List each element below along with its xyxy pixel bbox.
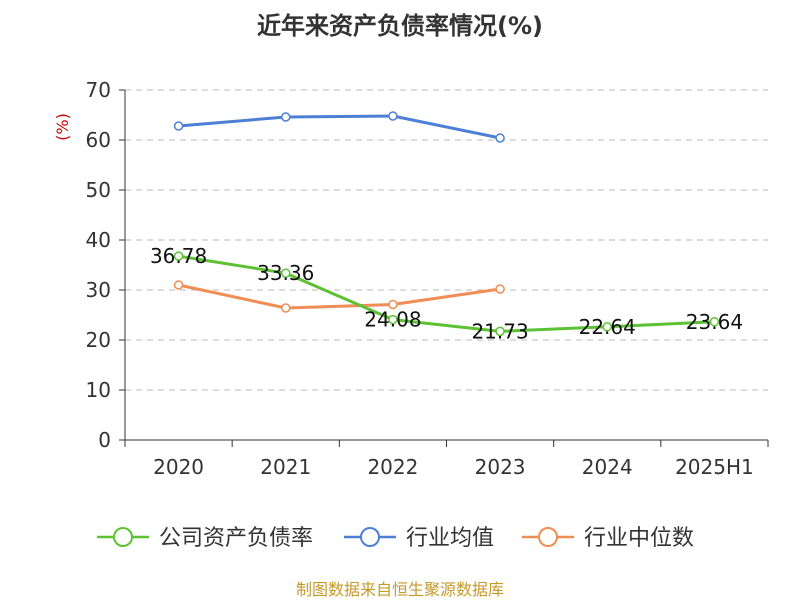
data-labels: 36.78 33.36 24.08 21.73 22.64 23.64 xyxy=(150,244,743,343)
data-label: 23.64 xyxy=(686,310,743,334)
legend: 公司资产负债率 行业均值 行业中位数 xyxy=(97,526,694,551)
x-tick-label: 2022 xyxy=(367,455,418,479)
chart-title: 近年来资产负债率情况(%) xyxy=(257,12,543,40)
series-line-0 xyxy=(178,254,715,333)
x-tick-label: 2025H1 xyxy=(675,455,754,479)
x-tick-label: 2021 xyxy=(260,455,311,479)
y-tick-label: 30 xyxy=(86,278,111,302)
y-tick-label: 60 xyxy=(86,128,111,152)
y-tick-label: 0 xyxy=(98,428,111,452)
y-tick-label: 70 xyxy=(86,78,111,102)
legend-marker xyxy=(538,527,558,547)
series-line-2 xyxy=(178,283,501,310)
data-label: 24.08 xyxy=(364,308,421,332)
data-point xyxy=(495,326,505,337)
data-point xyxy=(173,280,184,290)
grid-lines xyxy=(125,89,768,391)
legend-label: 行业均值 xyxy=(406,526,494,551)
data-label: 21.73 xyxy=(471,319,528,343)
y-tick-label: 40 xyxy=(86,228,111,252)
x-tick-label: 2024 xyxy=(582,455,633,479)
legend-item[interactable]: 公司资产负债率 xyxy=(97,526,313,551)
data-label: 33.36 xyxy=(257,261,314,285)
x-tick-label: 2023 xyxy=(475,455,526,479)
data-point xyxy=(281,268,291,278)
data-point xyxy=(602,322,612,332)
legend-marker xyxy=(113,527,133,547)
data-point xyxy=(388,314,398,325)
y-axis-label: (%) xyxy=(53,113,72,141)
axes: 0 10 20 30 40 50 60 70 2020 2021 2022 2023 2024 2025H… xyxy=(86,78,769,479)
data-point xyxy=(388,111,398,121)
legend-marker xyxy=(360,527,380,547)
y-tick-label: 50 xyxy=(86,178,111,202)
legend-label: 行业中位数 xyxy=(584,526,694,551)
x-tick-label: 2020 xyxy=(153,455,204,479)
data-point xyxy=(281,112,291,122)
y-tick-label: 10 xyxy=(86,378,111,402)
data-point xyxy=(388,299,398,310)
data-point xyxy=(173,121,184,131)
legend-item[interactable]: 行业均值 xyxy=(344,526,494,551)
data-point xyxy=(709,317,720,327)
data-point xyxy=(495,284,505,294)
series-line-1 xyxy=(178,114,501,140)
legend-label: 公司资产负债率 xyxy=(159,526,313,551)
data-point xyxy=(173,251,184,261)
data-label: 22.64 xyxy=(579,315,636,339)
series-layer xyxy=(173,111,720,337)
data-point xyxy=(281,303,291,313)
data-label: 36.78 xyxy=(150,244,207,268)
legend-item[interactable]: 行业中位数 xyxy=(522,526,694,551)
data-point xyxy=(495,133,505,143)
y-tick-label: 20 xyxy=(86,328,111,352)
source-note: 制图数据来自恒生聚源数据库 xyxy=(296,580,504,599)
